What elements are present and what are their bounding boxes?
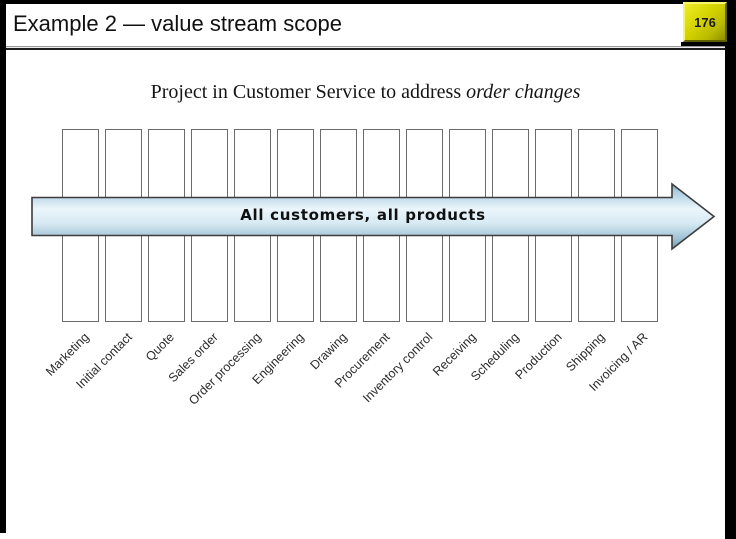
page-number-badge: 176: [683, 2, 727, 42]
page-number: 176: [694, 14, 716, 30]
slide-subtitle: Project in Customer Service to address o…: [6, 81, 725, 104]
header-separator: [6, 46, 725, 50]
slide-heading: Example 2 — value stream scope: [13, 11, 342, 36]
subtitle-normal: Project in Customer Service to address: [150, 81, 467, 103]
arrow-shape: [31, 182, 716, 251]
subtitle-italic: order changes: [466, 81, 581, 103]
left-border: [0, 0, 6, 533]
arrow-label: All customers, all products: [240, 206, 486, 224]
top-border: [0, 0, 736, 4]
right-border: [725, 0, 736, 539]
